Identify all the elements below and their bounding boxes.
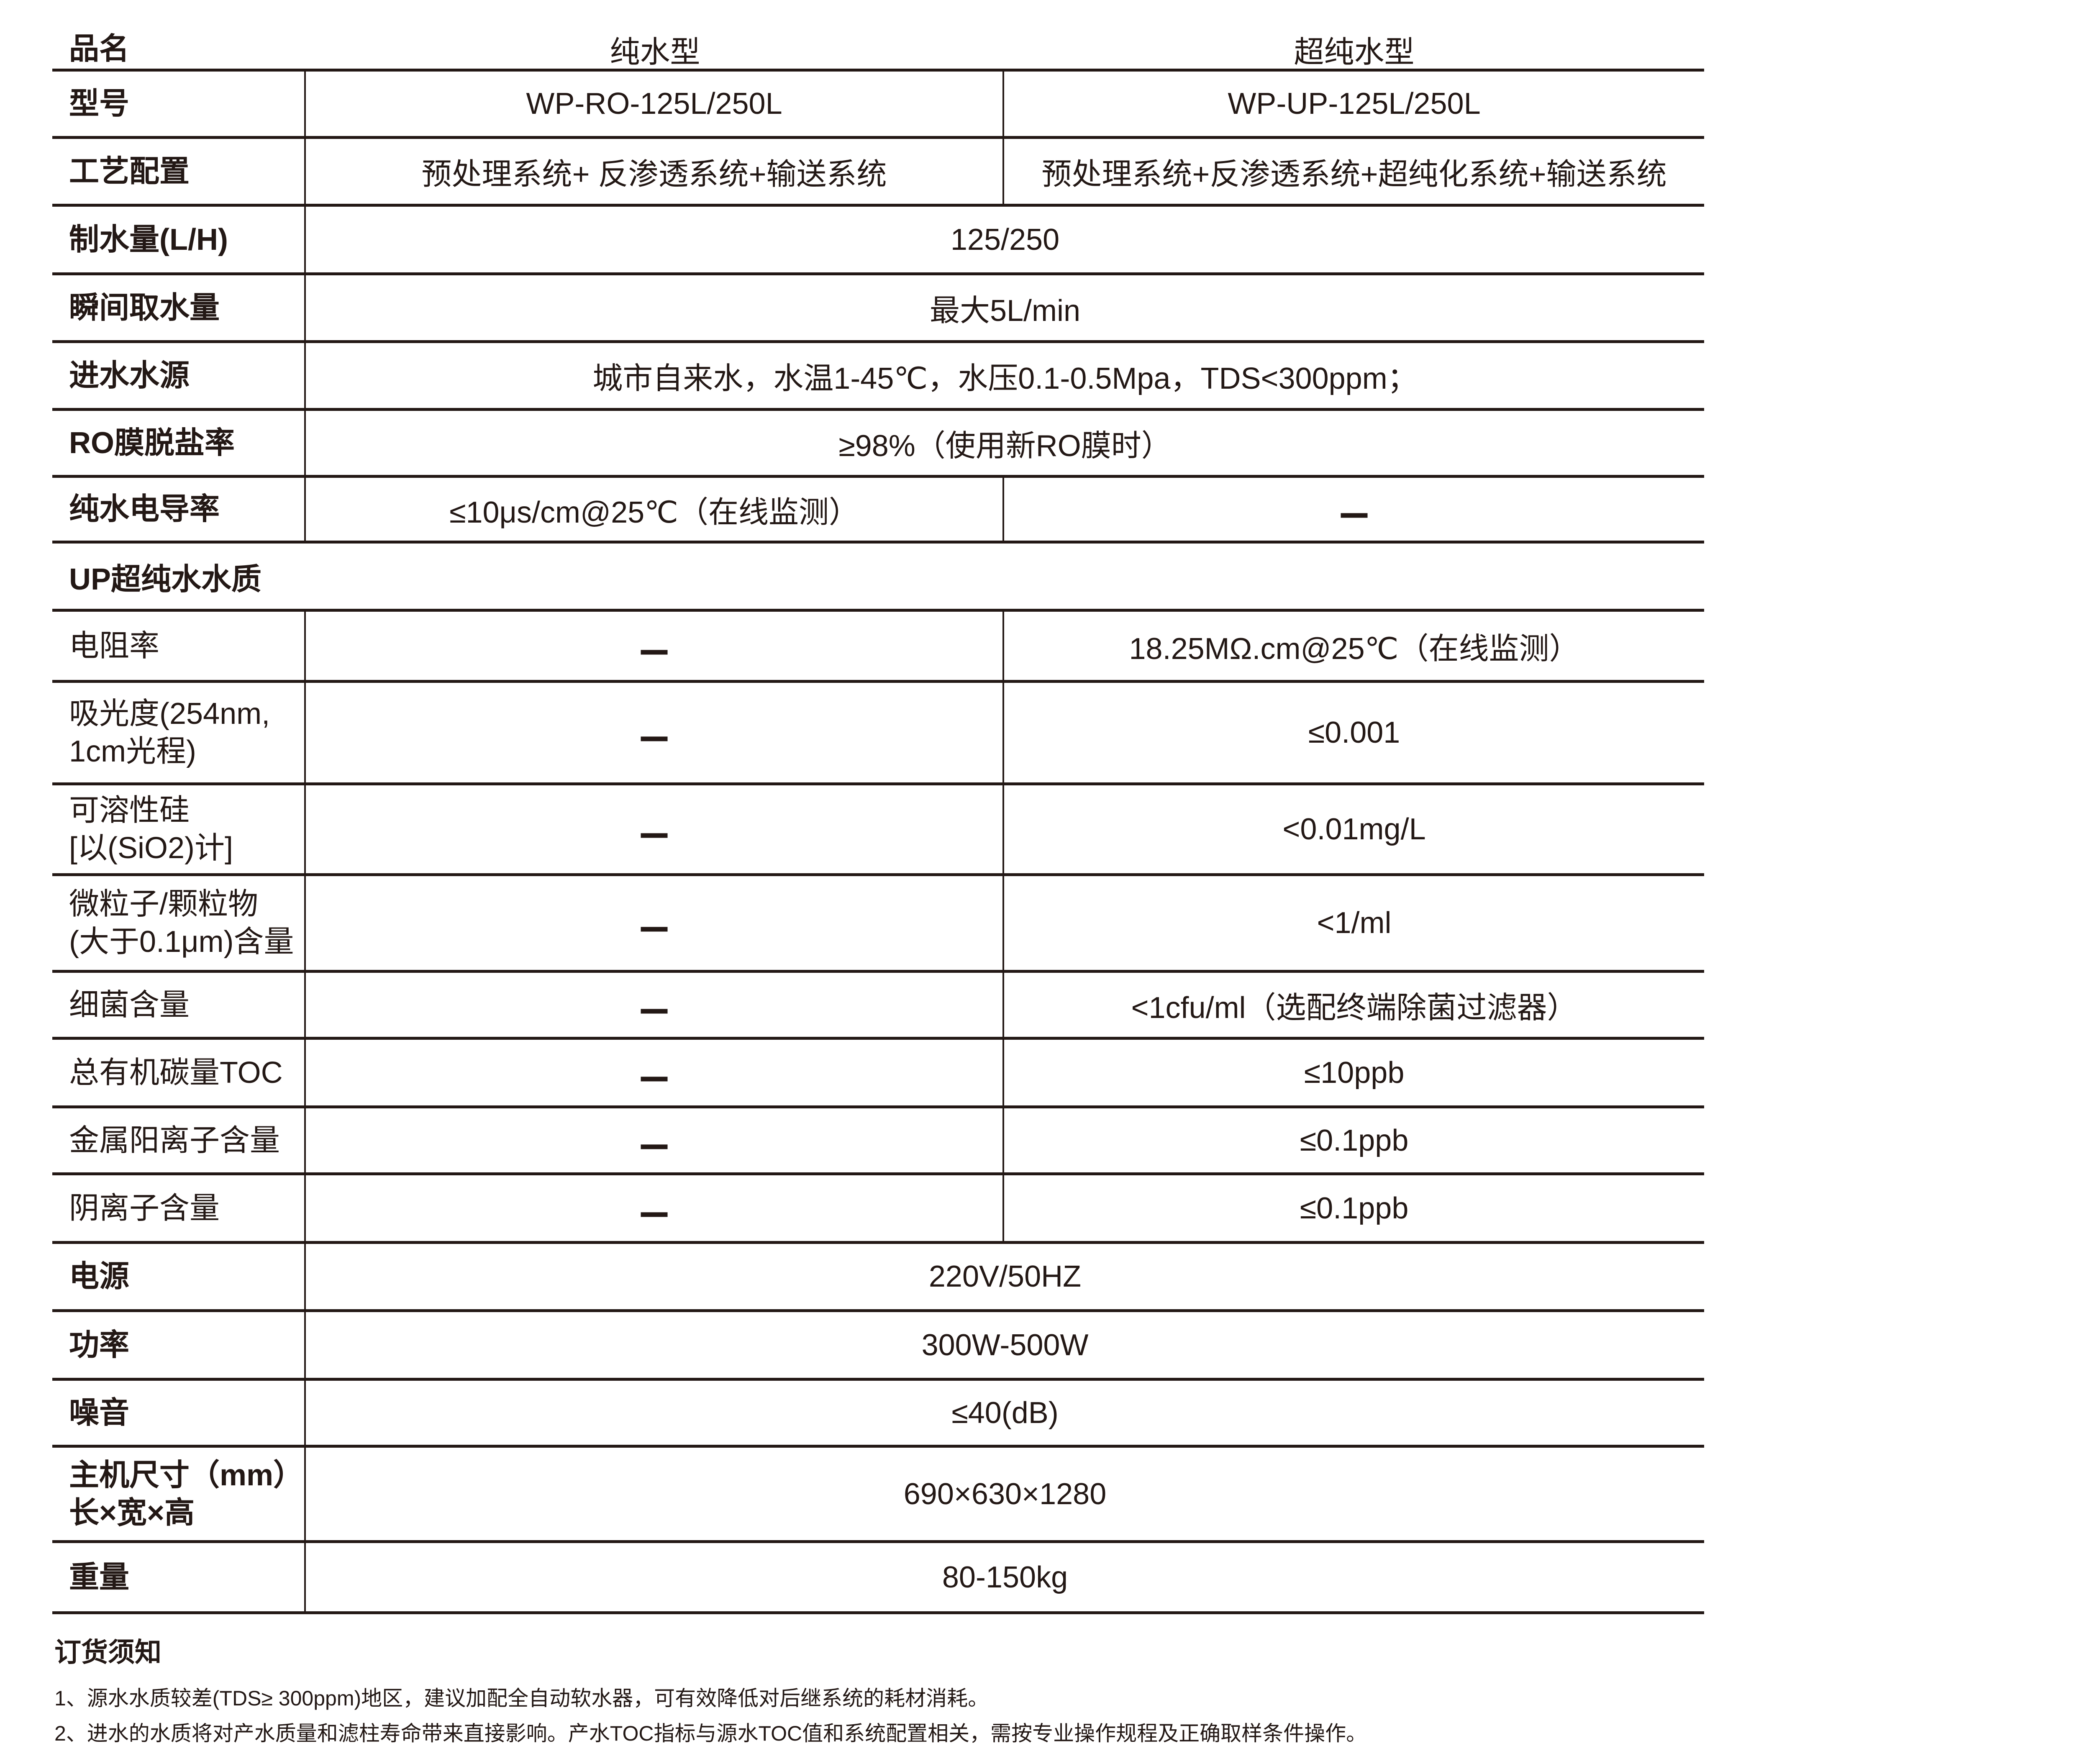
- row-bacteria-ultrapure-value: <1cfu/ml（选配终端除菌过滤器）: [1131, 991, 1577, 1025]
- row-up-quality-section: UP超纯水水质: [52, 544, 1704, 612]
- row-model-label: 型号: [52, 72, 306, 136]
- row-feed-water: 进水水源 城市自来水，水温1-45℃，水压0.1-0.5Mpa，TDS<300p…: [52, 343, 1704, 411]
- row-process-config-ultrapure-value: 预处理系统+反渗透系统+超纯化系统+输送系统: [1041, 158, 1667, 191]
- row-weight-value: 80-150kg: [942, 1560, 1068, 1594]
- row-anions-pure-value: —: [306, 1169, 1004, 1247]
- row-anions: 阴离子含量 — ≤0.1ppb: [52, 1169, 1704, 1247]
- row-pure-conductivity-pure-value: ≤10μs/cm@25℃（在线监测）: [306, 478, 1004, 541]
- row-resistivity-ultrapure-value: 18.25MΩ.cm@25℃（在线监测）: [1129, 632, 1579, 666]
- row-instant-dispense: 瞬间取水量 最大5L/min: [52, 275, 1704, 343]
- row-anions-ultrapure-value: ≤0.1ppb: [1300, 1191, 1409, 1225]
- row-ro-rejection: RO膜脱盐率 ≥98%（使用新RO膜时）: [52, 411, 1704, 478]
- order-note-1: 1、源水水质较差(TDS≥ 300ppm)地区，建议加配全自动软水器，可有效降低…: [54, 1687, 989, 1710]
- row-process-config: 工艺配置 预处理系统+ 反渗透系统+输送系统 预处理系统+反渗透系统+超纯化系统…: [52, 139, 1704, 207]
- row-metal-cations-label: 金属阳离子含量: [52, 1108, 306, 1172]
- row-ro-rejection-value: ≥98%（使用新RO膜时）: [838, 429, 1172, 463]
- row-toc: 总有机碳量TOC — ≤10ppb: [52, 1033, 1704, 1112]
- row-soluble-silica: 可溶性硅 [以(SiO2)计] — <0.01mg/L: [52, 785, 1704, 876]
- row-power: 功率 300W-500W: [52, 1312, 1704, 1381]
- row-model-ultrapure-value: WP-UP-125L/250L: [1228, 87, 1481, 121]
- row-metal-cations-ultrapure-value: ≤0.1ppb: [1300, 1123, 1409, 1157]
- row-resistivity-label: 电阻率: [52, 612, 306, 680]
- row-dimensions-label: 主机尺寸（mm） 长×宽×高: [52, 1448, 306, 1540]
- row-resistivity-pure-value: —: [306, 607, 1004, 685]
- row-soluble-silica-label: 可溶性硅 [以(SiO2)计]: [52, 785, 306, 873]
- row-absorbance-label: 吸光度(254nm, 1cm光程): [52, 683, 306, 782]
- row-weight: 重量 80-150kg: [52, 1543, 1704, 1614]
- row-pure-conductivity-label: 纯水电导率: [52, 478, 306, 541]
- row-instant-dispense-value: 最大5L/min: [929, 294, 1081, 328]
- row-absorbance-ultrapure-value: ≤0.001: [1308, 716, 1400, 749]
- header-pure-water-type: 纯水型: [610, 35, 700, 69]
- row-metal-cations: 金属阳离子含量 — ≤0.1ppb: [52, 1101, 1704, 1179]
- row-power-supply-label: 电源: [52, 1244, 306, 1309]
- row-anions-label: 阴离子含量: [52, 1175, 306, 1241]
- row-dimensions-value: 690×630×1280: [903, 1477, 1107, 1511]
- spec-table: 品名 纯水型 超纯水型 型号 WP-RO-125L/250L WP-UP-125…: [52, 29, 1704, 1614]
- row-process-config-label: 工艺配置: [52, 139, 306, 204]
- order-notes: 订货须知 1、源水水质较差(TDS≥ 300ppm)地区，建议加配全自动软水器，…: [54, 1631, 1979, 1756]
- row-power-label: 功率: [52, 1312, 306, 1378]
- row-particles: 微粒子/颗粒物 (大于0.1μm)含量 — <1/ml: [52, 876, 1704, 973]
- row-particles-label: 微粒子/颗粒物 (大于0.1μm)含量: [52, 876, 306, 970]
- row-soluble-silica-pure-value: —: [306, 785, 1004, 873]
- table-header-row: 品名 纯水型 超纯水型: [52, 29, 1704, 72]
- row-pure-conductivity-ultrapure-value: —: [1341, 470, 1368, 549]
- row-noise-label: 噪音: [52, 1381, 306, 1445]
- row-dimensions: 主机尺寸（mm） 长×宽×高 690×630×1280: [52, 1448, 1704, 1543]
- row-toc-pure-value: —: [306, 1033, 1004, 1112]
- row-bacteria-pure-value: —: [306, 966, 1004, 1044]
- row-absorbance-pure-value: —: [306, 683, 1004, 782]
- row-noise-value: ≤40(dB): [951, 1396, 1059, 1430]
- row-particles-pure-value: —: [306, 876, 1004, 970]
- row-water-production: 制水量(L/H) 125/250: [52, 207, 1704, 275]
- row-toc-ultrapure-value: ≤10ppb: [1304, 1056, 1405, 1090]
- row-model-pure-value: WP-RO-125L/250L: [306, 72, 1004, 136]
- up-quality-section-title: UP超纯水水质: [69, 562, 262, 596]
- header-product-name-label: 品名: [69, 32, 130, 66]
- row-weight-label: 重量: [52, 1543, 306, 1611]
- row-resistivity: 电阻率 — 18.25MΩ.cm@25℃（在线监测）: [52, 607, 1704, 685]
- row-model: 型号 WP-RO-125L/250L WP-UP-125L/250L: [52, 72, 1704, 139]
- header-ultrapure-water-type: 超纯水型: [1294, 35, 1415, 69]
- row-power-supply-value: 220V/50HZ: [928, 1260, 1082, 1293]
- row-noise: 噪音 ≤40(dB): [52, 1381, 1704, 1448]
- row-bacteria-label: 细菌含量: [52, 973, 306, 1037]
- order-notes-title: 订货须知: [54, 1637, 162, 1667]
- row-toc-label: 总有机碳量TOC: [52, 1040, 306, 1105]
- row-absorbance: 吸光度(254nm, 1cm光程) — ≤0.001: [52, 683, 1704, 785]
- row-bacteria: 细菌含量 — <1cfu/ml（选配终端除菌过滤器）: [52, 966, 1704, 1044]
- order-note-2: 2、进水的水质将对产水质量和滤柱寿命带来直接影响。产水TOC指标与源水TOC值和…: [54, 1722, 1367, 1745]
- row-process-config-pure-value: 预处理系统+ 反渗透系统+输送系统: [306, 139, 1004, 204]
- row-feed-water-label: 进水水源: [52, 343, 306, 408]
- row-particles-ultrapure-value: <1/ml: [1317, 906, 1392, 940]
- row-power-value: 300W-500W: [921, 1328, 1089, 1362]
- row-power-supply: 电源 220V/50HZ: [52, 1244, 1704, 1312]
- row-instant-dispense-label: 瞬间取水量: [52, 275, 306, 340]
- row-water-production-label: 制水量(L/H): [52, 207, 306, 272]
- row-soluble-silica-ultrapure-value: <0.01mg/L: [1282, 813, 1426, 846]
- row-ro-rejection-label: RO膜脱盐率: [52, 411, 306, 475]
- row-feed-water-value: 城市自来水，水温1-45℃，水压0.1-0.5Mpa，TDS<300ppm；: [592, 362, 1418, 395]
- row-metal-cations-pure-value: —: [306, 1101, 1004, 1179]
- row-pure-conductivity: 纯水电导率 ≤10μs/cm@25℃（在线监测） —: [52, 470, 1704, 549]
- row-water-production-value: 125/250: [950, 223, 1060, 256]
